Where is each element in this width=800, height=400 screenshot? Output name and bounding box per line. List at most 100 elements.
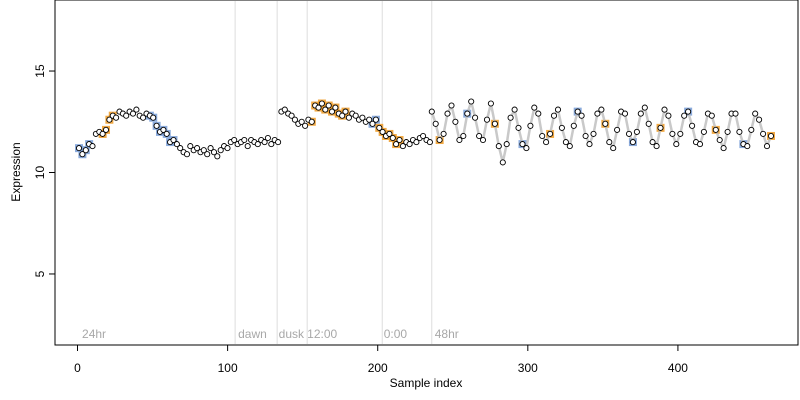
- data-point: [366, 116, 373, 123]
- data-point: [452, 118, 459, 125]
- data-point: [732, 110, 739, 117]
- region-label: 48hr: [435, 327, 459, 341]
- data-point: [468, 98, 475, 105]
- data-point: [645, 120, 652, 127]
- data-point: [264, 134, 271, 142]
- data-point: [744, 143, 751, 150]
- data-point: [426, 139, 433, 146]
- data-point: [102, 126, 110, 133]
- data-point: [598, 106, 605, 113]
- data-point: [673, 141, 680, 148]
- data-point: [476, 132, 483, 140]
- data-point: [113, 114, 120, 121]
- region-lines: [234, 1, 433, 344]
- data-point: [200, 147, 207, 154]
- data-point: [204, 151, 211, 158]
- data-point: [79, 151, 86, 158]
- y-axis-title: Expression: [9, 142, 23, 201]
- data-point: [685, 108, 692, 115]
- data-point: [689, 122, 696, 129]
- data-point: [133, 106, 140, 113]
- data-point: [767, 132, 775, 140]
- data-point: [460, 132, 467, 140]
- data-point: [386, 130, 393, 137]
- data-point: [106, 116, 113, 123]
- data-point: [217, 147, 224, 154]
- data-point: [436, 136, 443, 144]
- data-point: [99, 130, 106, 137]
- data-point: [345, 114, 352, 121]
- y-tick-label: 15: [33, 64, 47, 78]
- data-point: [379, 128, 386, 135]
- data-point: [399, 143, 406, 150]
- data-point: [342, 108, 349, 115]
- data-point: [610, 145, 617, 152]
- data-point: [657, 124, 664, 131]
- data-point: [578, 112, 585, 119]
- data-point: [140, 114, 147, 121]
- data-point: [339, 112, 346, 119]
- data-point: [606, 139, 613, 146]
- data-point: [602, 120, 609, 127]
- data-point: [244, 143, 251, 150]
- data-point: [194, 145, 201, 152]
- y-tick-label: 5: [33, 270, 47, 277]
- data-point: [163, 130, 170, 137]
- data-point: [89, 143, 96, 150]
- data-point: [499, 159, 506, 166]
- data-point: [748, 126, 755, 133]
- data-point: [700, 128, 707, 135]
- data-point: [75, 145, 83, 152]
- data-point: [574, 108, 581, 115]
- data-point: [629, 139, 636, 146]
- data-point: [625, 130, 633, 137]
- data-point: [483, 116, 491, 123]
- data-point: [669, 130, 676, 137]
- data-point: [637, 110, 644, 117]
- data-point: [369, 120, 376, 127]
- data-point: [187, 143, 194, 150]
- data-point: [241, 136, 248, 144]
- data-point: [641, 104, 648, 111]
- data-point: [396, 136, 403, 144]
- data-point: [539, 132, 546, 140]
- data-point: [389, 134, 396, 142]
- data-point: [752, 110, 759, 117]
- data-point: [413, 139, 420, 146]
- data-point: [503, 141, 510, 148]
- data-point: [177, 145, 184, 152]
- data-point: [586, 141, 593, 148]
- data-point: [315, 104, 322, 111]
- data-point: [150, 114, 157, 121]
- data-point: [614, 126, 621, 133]
- data-point: [763, 143, 771, 150]
- data-point: [183, 151, 191, 158]
- data-point: [160, 126, 167, 133]
- data-point: [406, 141, 413, 148]
- data-point: [448, 102, 455, 109]
- data-point: [554, 106, 562, 113]
- x-tick-label: 300: [518, 361, 538, 375]
- data-point: [582, 132, 589, 140]
- data-point: [170, 136, 177, 144]
- data-point: [173, 141, 180, 148]
- data-point: [677, 130, 684, 137]
- data-point: [507, 114, 514, 121]
- data-point: [291, 116, 298, 123]
- data-point: [649, 139, 656, 146]
- x-tick-label: 400: [668, 361, 688, 375]
- data-point: [420, 132, 427, 140]
- data-point: [308, 118, 315, 125]
- data-point: [261, 139, 268, 146]
- plot-frame: [54, 0, 799, 346]
- data-point: [720, 145, 727, 152]
- data-point: [665, 112, 672, 119]
- data-point: [275, 139, 282, 146]
- data-point: [487, 100, 494, 107]
- data-point: [393, 141, 400, 148]
- data-point: [590, 130, 597, 137]
- data-point: [322, 106, 329, 113]
- data-point: [288, 112, 295, 119]
- region-label: 24hr: [82, 327, 106, 341]
